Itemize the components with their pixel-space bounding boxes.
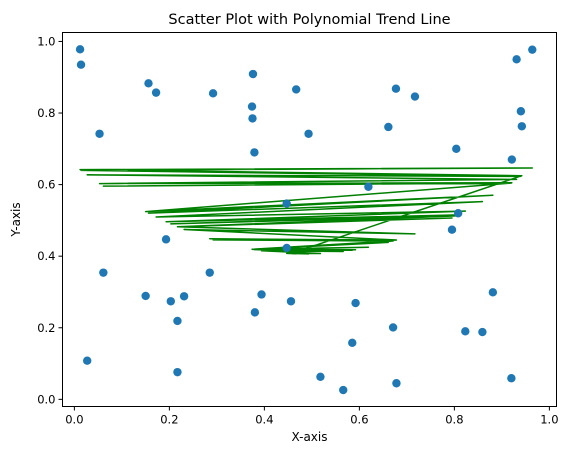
x-axis-ticks: 0.0 0.2 0.4 0.6 0.8 1.0 (65, 407, 558, 427)
data-point (283, 199, 291, 207)
data-point (392, 379, 400, 387)
y-tick-label: 1.0 (37, 34, 55, 48)
x-axis-label: X-axis (292, 430, 328, 444)
x-tick-label: 0.4 (255, 413, 273, 427)
y-tick-label: 0.2 (37, 321, 55, 335)
data-point (512, 55, 520, 63)
y-axis-label: Y-axis (9, 202, 23, 237)
data-point (152, 88, 160, 96)
x-tick-label: 0.6 (350, 413, 368, 427)
data-point (206, 268, 214, 276)
data-point (248, 114, 256, 122)
data-point (478, 328, 486, 336)
data-point (411, 92, 419, 100)
y-tick-label: 0.0 (37, 392, 55, 406)
data-point (83, 356, 91, 364)
data-point (251, 308, 259, 316)
data-point (448, 226, 456, 234)
data-point (249, 70, 257, 78)
data-point (99, 268, 107, 276)
data-point (389, 323, 397, 331)
data-point (173, 368, 181, 376)
x-tick-label: 1.0 (540, 413, 558, 427)
data-point (167, 297, 175, 305)
data-point (283, 244, 291, 252)
data-point (76, 45, 84, 53)
data-point (351, 299, 359, 307)
data-point (452, 145, 460, 153)
data-point (257, 290, 265, 298)
data-point (173, 317, 181, 325)
data-point (144, 79, 152, 87)
data-point (248, 102, 256, 110)
y-tick-label: 0.4 (37, 249, 55, 263)
data-point (287, 297, 295, 305)
data-point (508, 155, 516, 163)
data-point (304, 130, 312, 138)
data-point (364, 183, 372, 191)
data-point (209, 89, 217, 97)
data-point (95, 130, 103, 138)
chart-title: Scatter Plot with Polynomial Trend Line (168, 12, 450, 28)
y-tick-label: 0.6 (37, 178, 55, 192)
data-point (141, 292, 149, 300)
y-axis-ticks: 0.0 0.2 0.4 0.6 0.8 1.0 (37, 34, 62, 406)
data-point (489, 288, 497, 296)
data-point (292, 85, 300, 93)
data-point (507, 374, 515, 382)
x-tick-label: 0.0 (65, 413, 83, 427)
data-point (384, 123, 392, 131)
data-point (250, 148, 258, 156)
data-point (348, 339, 356, 347)
trend-line-layer (80, 168, 532, 254)
data-point (316, 373, 324, 381)
data-point (180, 292, 188, 300)
data-point (461, 327, 469, 335)
data-point (517, 107, 525, 115)
data-point (528, 45, 536, 53)
y-tick-label: 0.8 (37, 106, 55, 120)
data-point (162, 235, 170, 243)
data-point (339, 386, 347, 394)
x-tick-label: 0.8 (445, 413, 463, 427)
polynomial-trend-line (80, 168, 532, 254)
data-point (518, 122, 526, 130)
data-point (77, 61, 85, 69)
data-point (454, 209, 462, 217)
data-point (392, 84, 400, 92)
x-tick-label: 0.2 (160, 413, 178, 427)
